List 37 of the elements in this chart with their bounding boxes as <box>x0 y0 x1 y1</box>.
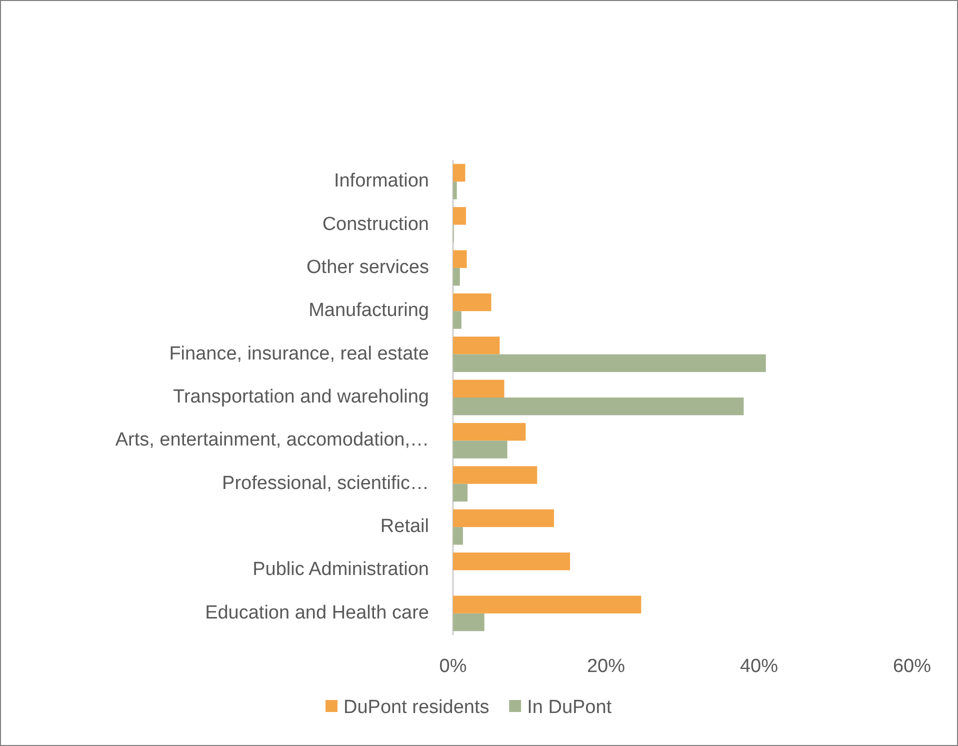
y-tick-label: Finance, insurance, real estate <box>169 343 429 364</box>
y-tick-label: Retail <box>380 516 429 538</box>
bar <box>453 484 468 502</box>
bar <box>453 207 466 225</box>
bar <box>453 336 500 354</box>
bar <box>453 293 492 312</box>
bar <box>453 354 766 372</box>
bar <box>453 509 554 528</box>
y-tick-label: Education and Health care <box>205 602 429 624</box>
bar <box>453 466 538 484</box>
y-tick-label: Arts, entertainment, accomodation,… <box>115 430 429 451</box>
y-tick-label: Public Administration <box>252 559 429 580</box>
bar <box>453 440 508 458</box>
y-tick-label: Information <box>334 170 429 192</box>
y-tick-label: Transportation and wareholing <box>173 386 429 408</box>
bar <box>453 182 457 200</box>
bar <box>453 398 744 416</box>
bar <box>453 527 463 545</box>
y-tick-label: Other services <box>306 256 429 278</box>
bar <box>453 250 467 268</box>
bar <box>453 422 526 441</box>
bar <box>453 380 504 398</box>
bar <box>453 311 462 329</box>
legend-label: In DuPont <box>527 697 612 718</box>
y-tick-label: Professional, scientific… <box>222 472 429 494</box>
bar <box>453 552 570 570</box>
x-tick-label: 60% <box>892 656 932 677</box>
x-tick-label: 20% <box>586 656 626 677</box>
bar <box>453 164 466 182</box>
y-tick-label: Construction <box>322 214 429 235</box>
bar <box>453 613 484 632</box>
bar <box>453 596 642 614</box>
y-tick-label: Manufacturing <box>308 300 429 322</box>
legend-label: DuPont residents <box>344 697 490 718</box>
x-tick-label: 40% <box>740 656 778 677</box>
x-tick-label: 0% <box>439 656 467 677</box>
bar <box>453 268 460 286</box>
